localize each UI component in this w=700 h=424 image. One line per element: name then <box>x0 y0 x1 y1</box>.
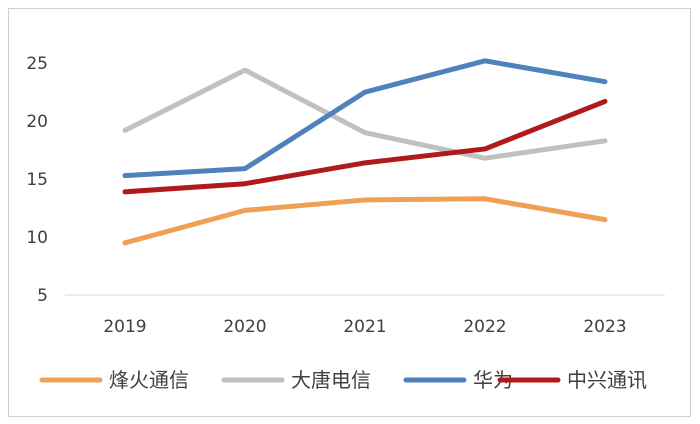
series-line-3 <box>122 98 608 195</box>
legend-item: 中兴通讯 <box>497 368 647 392</box>
y-tick-labels: 5 10 15 20 25 <box>26 54 48 306</box>
x-tick-labels: 2019 2020 2021 2022 2023 <box>103 317 626 337</box>
series-line-1 <box>122 67 608 161</box>
series-line-0 <box>122 196 608 246</box>
x-tick-label: 2020 <box>223 317 266 337</box>
legend-label: 大唐电信 <box>291 368 371 392</box>
series-line-2 <box>122 58 608 179</box>
legend-label: 中兴通讯 <box>567 368 647 392</box>
y-tick-label: 10 <box>26 228 48 248</box>
legend-item: 大唐电信 <box>221 368 371 392</box>
x-tick-label: 2023 <box>583 317 626 337</box>
legend-label: 烽火通信 <box>109 368 189 392</box>
y-tick-label: 20 <box>26 112 48 132</box>
legend: 烽火通信 大唐电信 华为 中兴通讯 <box>39 368 647 392</box>
y-tick-label: 5 <box>37 286 48 306</box>
x-tick-label: 2021 <box>343 317 386 337</box>
x-tick-label: 2019 <box>103 317 146 337</box>
series-lines <box>122 58 608 246</box>
legend-item: 烽火通信 <box>39 368 189 392</box>
x-tick-label: 2022 <box>463 317 506 337</box>
y-tick-label: 15 <box>26 170 48 190</box>
legend-item: 华为 <box>403 368 513 392</box>
y-tick-label: 25 <box>26 54 48 74</box>
